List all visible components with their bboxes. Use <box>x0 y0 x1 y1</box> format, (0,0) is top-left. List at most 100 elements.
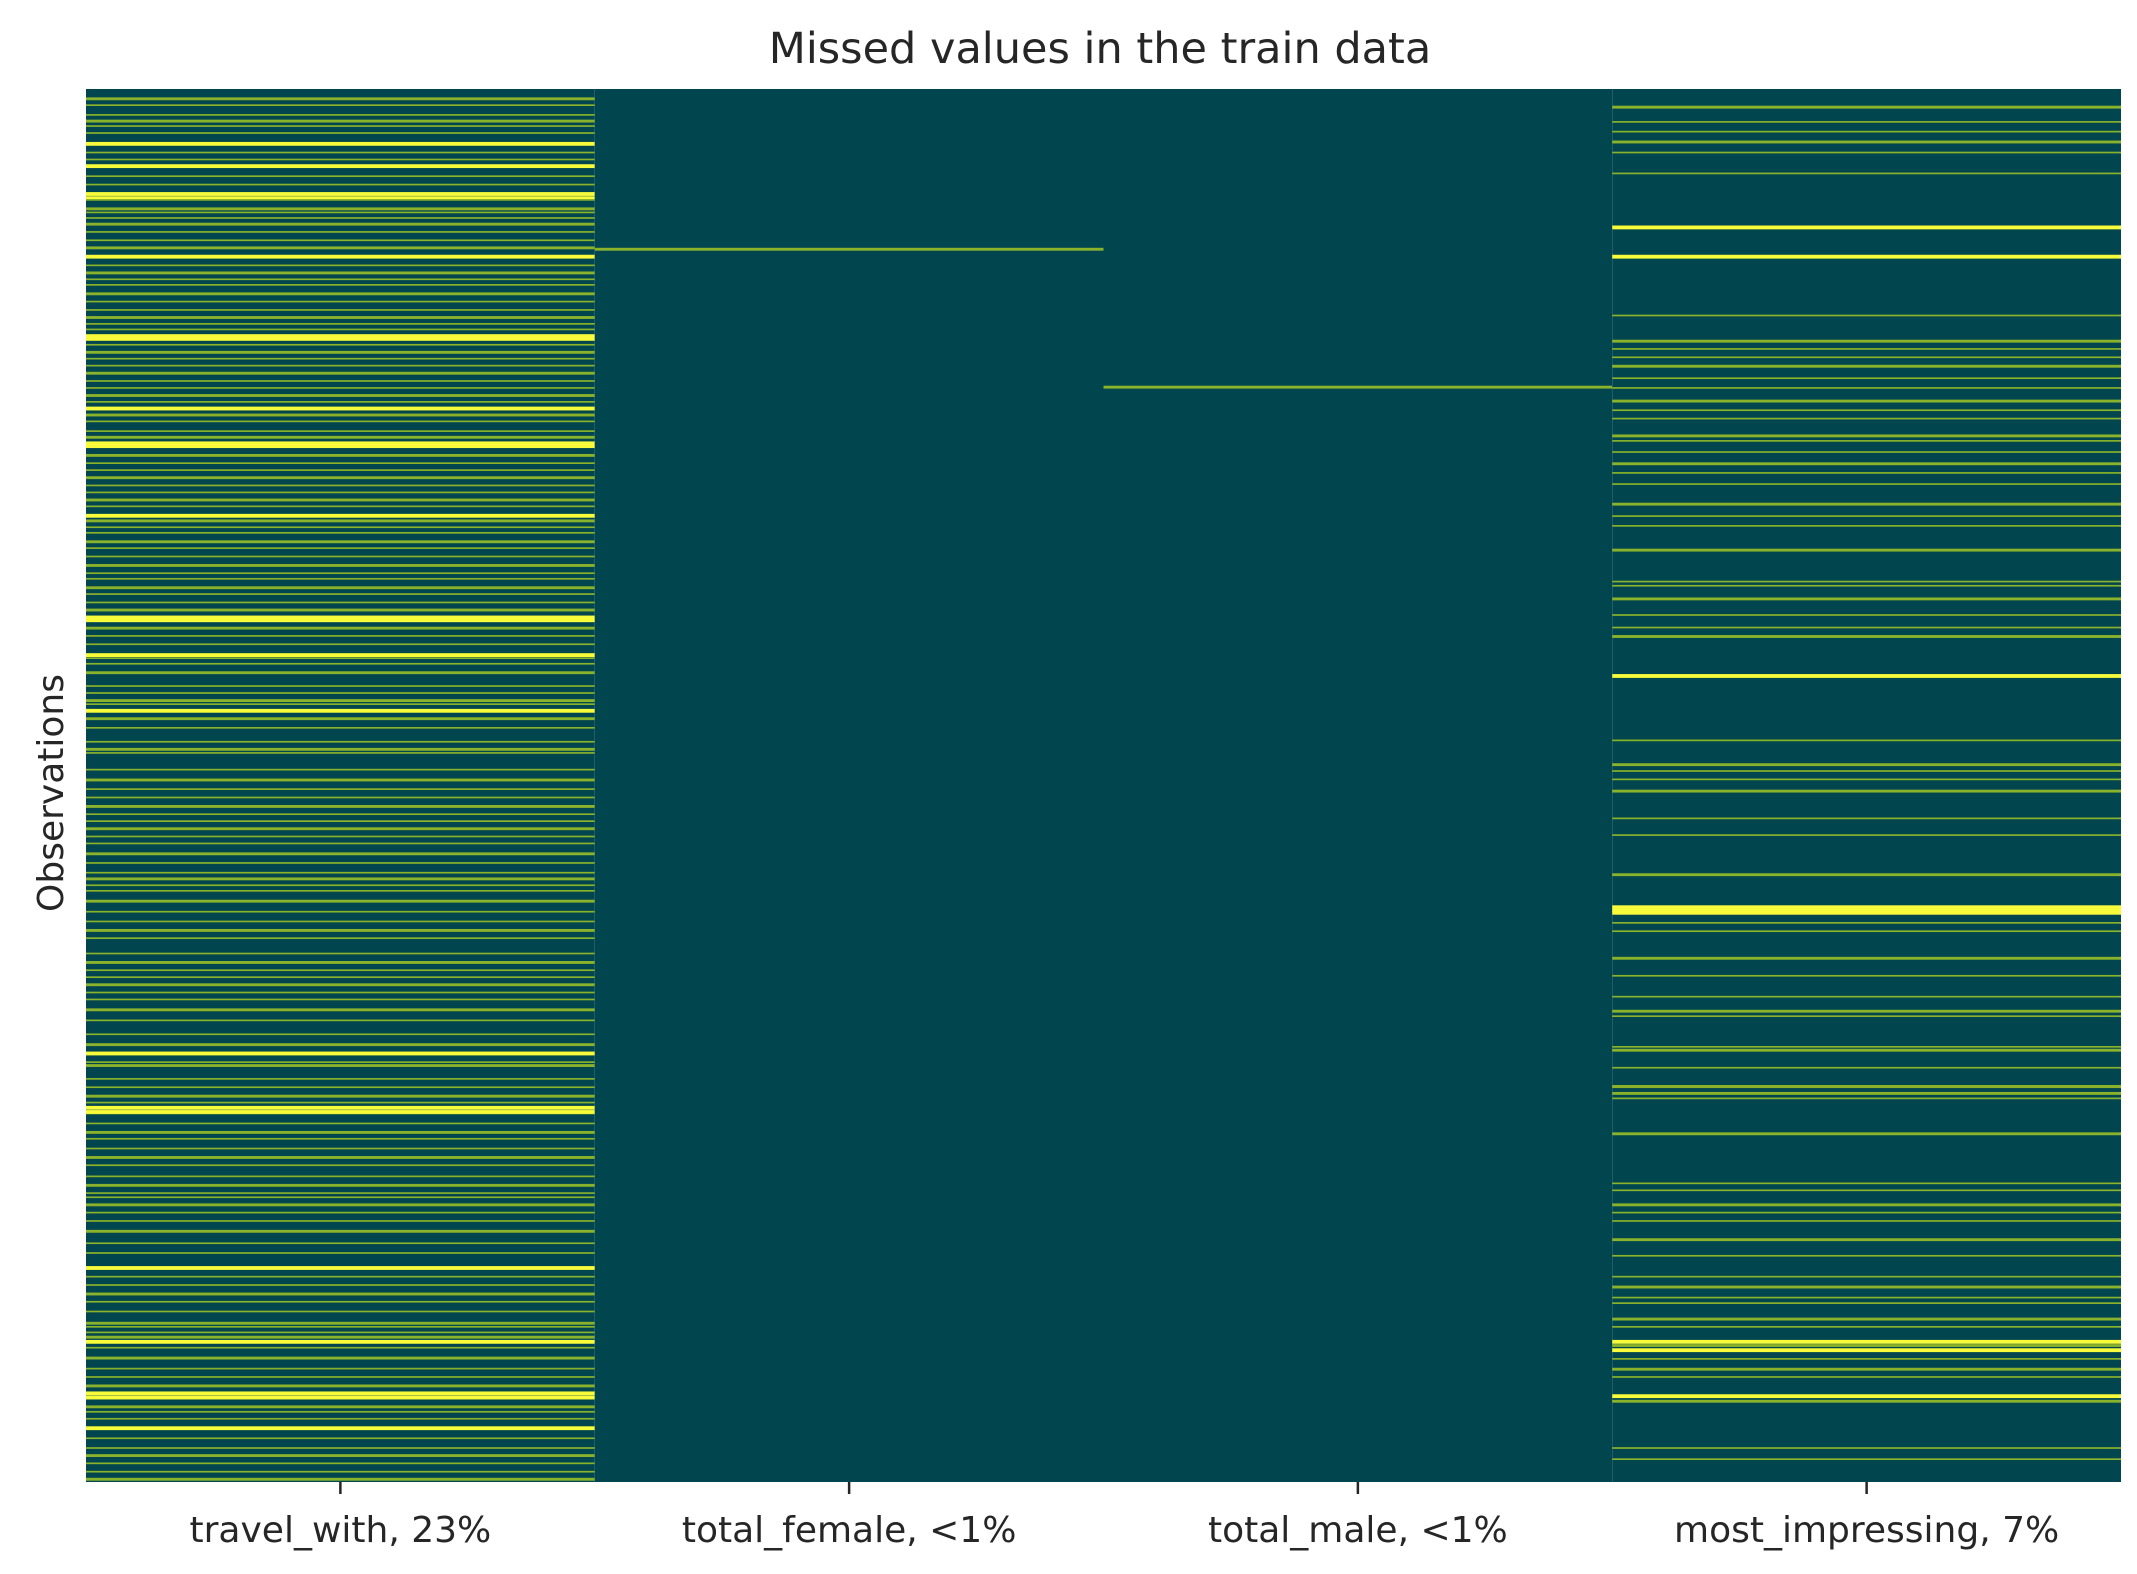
missing-value-line <box>86 1356 595 1360</box>
missing-value-line <box>1612 626 2121 629</box>
missing-value-line <box>1612 1458 2121 1460</box>
missing-value-line <box>86 531 595 534</box>
missing-value-line <box>86 420 595 423</box>
missing-value-line <box>86 336 595 341</box>
missing-value-line <box>1612 1086 2121 1089</box>
missing-value-line <box>86 309 595 311</box>
missing-value-line <box>86 555 595 558</box>
missing-value-line <box>86 1292 595 1296</box>
missing-value-line <box>86 862 595 864</box>
missing-value-line <box>86 444 595 449</box>
missing-value-line <box>86 643 595 646</box>
missing-value-line <box>86 453 595 457</box>
missing-value-line <box>86 300 595 303</box>
x-tick-label: most_impressing, 7% <box>1674 1510 2059 1551</box>
missing-value-line <box>1612 483 2121 485</box>
missing-value-line <box>1612 1203 2121 1207</box>
missing-value-line <box>1612 140 2121 144</box>
missing-value-line <box>1612 1296 2121 1299</box>
missing-value-line <box>86 1417 595 1420</box>
missing-value-line <box>1612 930 2121 933</box>
missing-value-line <box>86 1376 595 1378</box>
missing-value-line <box>86 1051 595 1056</box>
missing-value-line <box>86 703 595 705</box>
missing-value-line <box>1612 356 2121 359</box>
missing-value-line <box>1612 956 2121 960</box>
missing-value-line <box>86 1156 595 1159</box>
missing-value-line <box>86 526 595 529</box>
missing-value-line <box>86 884 595 887</box>
missing-value-line <box>86 952 595 955</box>
missing-value-line <box>1612 1066 2121 1069</box>
missing-value-line <box>1612 339 2121 343</box>
missing-value-line <box>86 357 595 360</box>
missing-value-line <box>86 164 595 169</box>
missing-value-line <box>1612 1189 2121 1192</box>
missing-value-line <box>86 852 595 856</box>
missing-value-line <box>1612 597 2121 601</box>
missing-value-line <box>86 1477 595 1481</box>
missing-value-line <box>86 211 595 214</box>
missing-value-line <box>86 618 595 623</box>
missing-value-line <box>1612 1097 2121 1100</box>
x-tick-label: total_female, <1% <box>682 1510 1017 1551</box>
missing-value-line <box>594 247 1104 251</box>
missing-value-line <box>86 615 595 620</box>
missing-value-line <box>86 1266 595 1270</box>
missing-value-line <box>1612 1344 2121 1347</box>
missing-value-line <box>1612 417 2121 420</box>
missing-value-line <box>1612 910 2121 915</box>
missing-value-line <box>86 1101 595 1104</box>
missing-value-line <box>86 316 595 319</box>
missing-value-line <box>86 1008 595 1012</box>
missing-value-line <box>1612 905 2121 910</box>
missing-value-line <box>86 1447 595 1449</box>
missing-value-line <box>86 380 595 382</box>
missing-value-line <box>86 889 595 892</box>
missing-value-line <box>86 1203 595 1207</box>
missing-value-line <box>1612 440 2121 442</box>
missing-value-line <box>86 114 595 116</box>
missing-value-line <box>1612 1325 2121 1328</box>
missing-value-line <box>1612 151 2121 154</box>
missing-value-line <box>1612 1302 2121 1304</box>
missing-value-line <box>86 1384 595 1388</box>
missing-value-line <box>86 1410 595 1413</box>
missing-value-line <box>86 394 595 397</box>
missing-value-line <box>1612 1447 2121 1449</box>
missing-value-line <box>86 505 595 508</box>
missing-value-line <box>86 1462 595 1465</box>
missing-value-line <box>86 1300 595 1303</box>
missing-value-line <box>1612 387 2121 389</box>
missing-value-line <box>1612 1132 2121 1136</box>
missing-value-line <box>86 877 595 881</box>
missing-value-line <box>86 635 595 637</box>
missing-value-line <box>86 937 595 940</box>
missing-value-line <box>86 726 595 729</box>
missing-value-line <box>86 692 595 694</box>
missing-value-line <box>86 1019 595 1022</box>
missing-value-line <box>86 586 595 590</box>
missing-value-line <box>86 910 595 913</box>
missing-value-line <box>86 406 595 411</box>
missing-value-line <box>86 768 595 771</box>
missing-value-line <box>86 1454 595 1458</box>
missing-value-line <box>1612 472 2121 474</box>
x-axis-ticks: travel_with, 23% total_female, <1% total_m… <box>190 1482 2059 1551</box>
missing-value-line <box>86 1275 595 1278</box>
missing-value-line <box>86 1395 595 1400</box>
missing-value-line <box>86 1391 595 1396</box>
missing-value-line <box>1612 1339 2121 1344</box>
missing-value-line <box>86 231 595 233</box>
missing-value-line <box>1612 1254 2121 1257</box>
missing-value-line <box>86 920 595 923</box>
missing-value-line <box>86 183 595 186</box>
missing-value-line <box>86 653 595 658</box>
missing-value-line <box>86 572 595 575</box>
missing-value-line <box>86 484 595 487</box>
y-axis-label: Observations <box>31 674 72 912</box>
heatmap-column-3 <box>1103 89 1613 1482</box>
missing-value-line <box>86 983 595 987</box>
